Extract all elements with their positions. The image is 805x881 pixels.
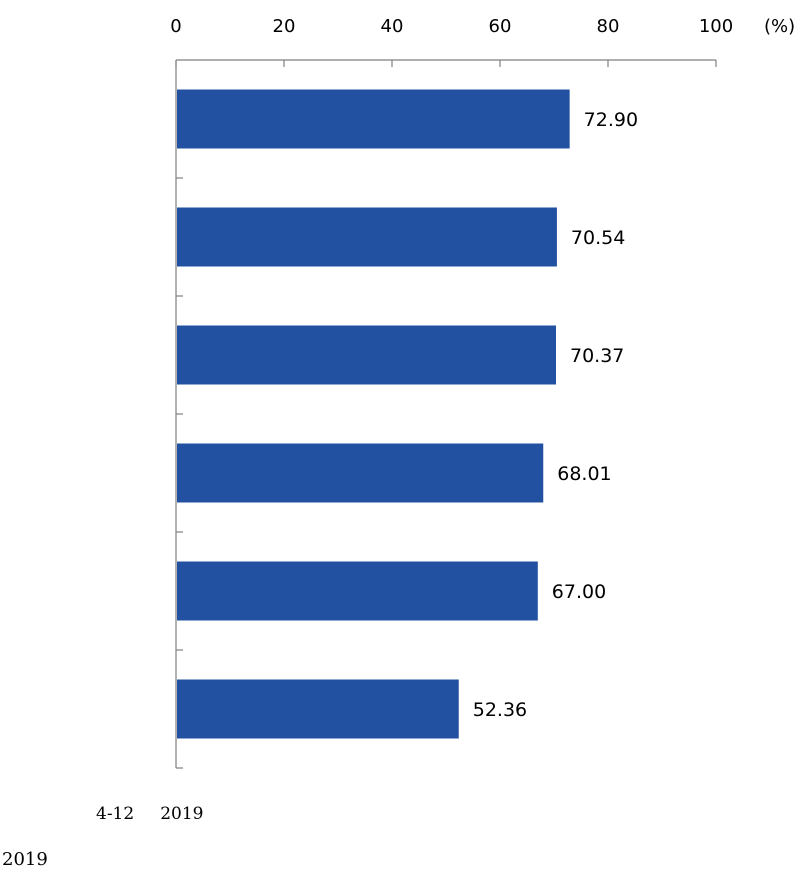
data-label: 67.00 — [552, 581, 606, 603]
x-tick-label: 40 — [381, 16, 404, 37]
x-tick-label: 80 — [597, 16, 620, 37]
x-axis-unit: (%) — [764, 16, 795, 37]
bar — [177, 325, 556, 385]
x-tick-label: 20 — [273, 16, 296, 37]
bar — [177, 89, 570, 149]
data-label: 72.90 — [584, 109, 638, 131]
chart-canvas: 0 20 40 60 80 100 (%) 72.90 70.54 70.37 68.01 67.00… — [170, 16, 795, 769]
figure-number: 4-12 — [96, 804, 135, 824]
bar — [177, 679, 459, 739]
figure-caption: 4-12 2019 — [96, 804, 203, 824]
data-label: 70.37 — [570, 345, 624, 367]
x-tick-label: 60 — [489, 16, 512, 37]
x-tick-label: 100 — [699, 16, 733, 37]
x-tick-label: 0 — [170, 16, 181, 37]
data-label: 52.36 — [473, 699, 527, 721]
bar — [177, 561, 538, 621]
bar-chart: 0 20 40 60 80 100 (%) 72.90 70.54 70.37 68.01 67.00… — [170, 16, 795, 769]
bar — [177, 207, 557, 267]
bar — [177, 443, 544, 503]
figure-year: 2019 — [160, 804, 204, 824]
source-note: 2019 — [2, 849, 48, 870]
data-label: 68.01 — [557, 463, 611, 485]
data-label: 70.54 — [571, 227, 625, 249]
